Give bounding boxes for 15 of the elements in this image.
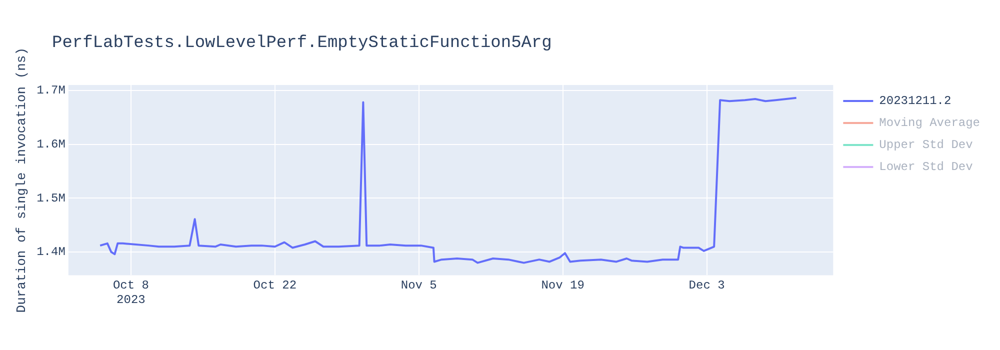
y-axis-title: Duration of single invocation (ns)	[14, 47, 30, 313]
chart-title: PerfLabTests.LowLevelPerf.EmptyStaticFunction5Arg	[52, 34, 552, 53]
x-tick-label: Nov 5	[400, 278, 437, 293]
x-tick-label: Dec 3	[688, 278, 725, 293]
y-tick-label: 1.7M	[36, 84, 66, 98]
x-tick-label: Oct 8 2023	[112, 278, 149, 307]
x-tick-label: Oct 22	[253, 278, 297, 293]
legend-label: 20231211.2	[879, 94, 952, 108]
x-tick-label: Nov 19	[541, 278, 584, 293]
y-tick-label: 1.4M	[36, 245, 66, 260]
y-tick-label: 1.6M	[36, 137, 66, 152]
y-tick-label: 1.5M	[36, 191, 66, 206]
legend-label: Upper Std Dev	[879, 138, 973, 152]
legend-label: Moving Average	[879, 116, 980, 130]
legend-label: Lower Std Dev	[879, 160, 973, 174]
